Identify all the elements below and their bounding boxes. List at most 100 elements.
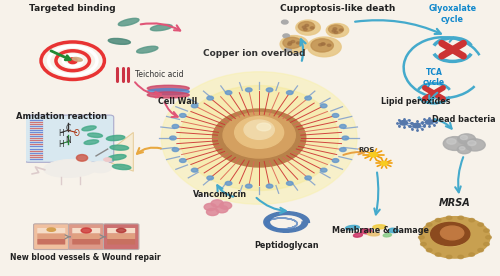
Circle shape: [413, 123, 420, 128]
Ellipse shape: [88, 133, 102, 137]
Circle shape: [172, 148, 178, 152]
Text: Lipid peroxides: Lipid peroxides: [380, 97, 450, 106]
Text: N: N: [65, 136, 71, 145]
Circle shape: [76, 155, 88, 161]
Text: H: H: [58, 140, 64, 149]
Circle shape: [294, 45, 298, 47]
Circle shape: [464, 139, 485, 151]
Text: Cell Wall: Cell Wall: [158, 97, 197, 106]
Ellipse shape: [84, 140, 98, 144]
Circle shape: [304, 28, 308, 31]
Circle shape: [204, 203, 216, 211]
Circle shape: [468, 141, 476, 145]
Text: Peptidoglycan: Peptidoglycan: [254, 242, 318, 251]
Circle shape: [381, 161, 388, 165]
Circle shape: [444, 137, 466, 150]
Text: Targeted binding: Targeted binding: [30, 4, 116, 13]
Circle shape: [426, 223, 432, 226]
Circle shape: [338, 27, 341, 30]
Ellipse shape: [81, 228, 92, 233]
Ellipse shape: [388, 228, 398, 233]
Circle shape: [326, 43, 329, 45]
Ellipse shape: [44, 159, 97, 177]
Circle shape: [172, 124, 178, 128]
Circle shape: [469, 219, 474, 222]
Circle shape: [446, 216, 452, 219]
Circle shape: [426, 120, 433, 124]
Circle shape: [469, 253, 474, 256]
Polygon shape: [100, 132, 134, 171]
Ellipse shape: [280, 36, 308, 53]
Text: O: O: [74, 129, 80, 137]
Circle shape: [370, 152, 378, 157]
Circle shape: [328, 46, 332, 49]
Circle shape: [486, 236, 492, 239]
Ellipse shape: [373, 225, 386, 229]
Circle shape: [283, 37, 302, 48]
Circle shape: [207, 176, 214, 180]
Circle shape: [340, 124, 346, 128]
FancyBboxPatch shape: [68, 224, 104, 250]
Circle shape: [226, 91, 232, 95]
Circle shape: [332, 159, 339, 163]
Ellipse shape: [434, 223, 468, 246]
Text: Amidation reaction: Amidation reaction: [16, 112, 106, 121]
Circle shape: [311, 39, 334, 52]
Text: C: C: [66, 124, 70, 133]
Ellipse shape: [346, 225, 360, 230]
Circle shape: [458, 216, 464, 219]
Ellipse shape: [108, 38, 130, 44]
Ellipse shape: [72, 57, 83, 61]
Circle shape: [478, 248, 484, 252]
Circle shape: [400, 121, 407, 125]
Ellipse shape: [106, 135, 125, 141]
Circle shape: [305, 176, 312, 180]
FancyBboxPatch shape: [72, 239, 100, 245]
Circle shape: [310, 28, 314, 30]
Ellipse shape: [47, 228, 56, 231]
Circle shape: [246, 88, 252, 92]
Ellipse shape: [82, 126, 96, 131]
Circle shape: [308, 24, 312, 26]
Circle shape: [320, 104, 327, 108]
Circle shape: [436, 253, 441, 256]
FancyBboxPatch shape: [107, 233, 135, 239]
Circle shape: [484, 243, 490, 246]
Ellipse shape: [212, 109, 306, 167]
Ellipse shape: [148, 92, 189, 98]
Ellipse shape: [104, 158, 112, 161]
Text: Copper ion overload: Copper ion overload: [203, 49, 306, 58]
Circle shape: [69, 59, 76, 63]
Ellipse shape: [150, 25, 172, 31]
FancyBboxPatch shape: [38, 233, 66, 239]
Circle shape: [446, 255, 452, 259]
FancyBboxPatch shape: [107, 228, 135, 233]
Circle shape: [436, 219, 441, 222]
FancyBboxPatch shape: [72, 228, 100, 233]
Text: H: H: [58, 129, 64, 137]
Circle shape: [308, 25, 312, 27]
Text: Teichoic acid: Teichoic acid: [134, 70, 184, 79]
Ellipse shape: [112, 164, 131, 170]
Circle shape: [289, 41, 292, 43]
Circle shape: [342, 136, 348, 140]
Ellipse shape: [244, 120, 274, 139]
Ellipse shape: [110, 145, 128, 150]
Circle shape: [192, 168, 198, 172]
Text: MRSA: MRSA: [439, 198, 471, 208]
Circle shape: [266, 184, 273, 188]
Circle shape: [211, 200, 224, 207]
Circle shape: [226, 181, 232, 185]
Ellipse shape: [116, 229, 126, 232]
Circle shape: [288, 44, 292, 46]
Circle shape: [322, 43, 326, 45]
Circle shape: [170, 136, 176, 140]
Circle shape: [420, 217, 490, 258]
Circle shape: [460, 136, 468, 140]
Circle shape: [296, 42, 300, 44]
Circle shape: [478, 223, 484, 226]
Circle shape: [320, 168, 327, 172]
Circle shape: [420, 229, 426, 232]
Circle shape: [220, 202, 232, 209]
FancyBboxPatch shape: [107, 239, 135, 245]
